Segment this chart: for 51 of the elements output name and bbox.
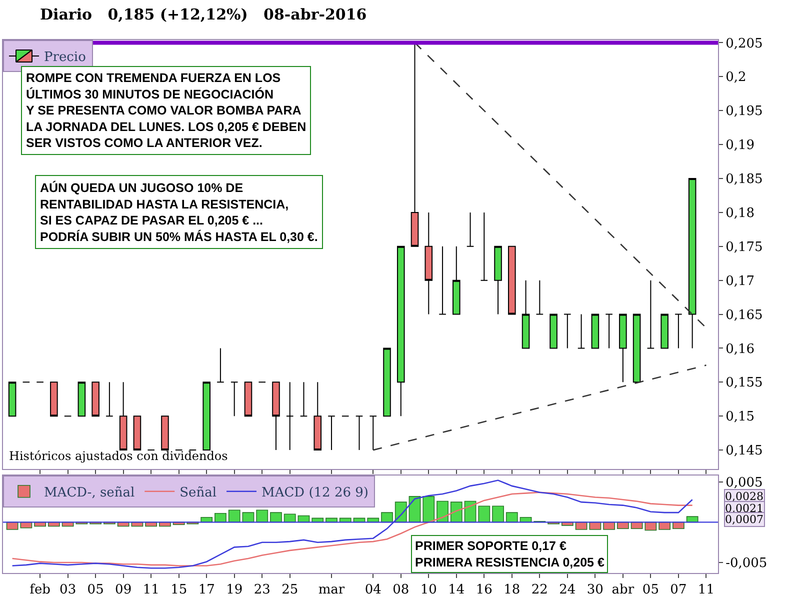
x-tick-label: 10: [420, 582, 437, 598]
x-tick-label: 17: [198, 582, 215, 598]
x-tick-label: 11: [142, 582, 160, 598]
x-tick-label: abr: [612, 582, 635, 598]
x-tick-label: 23: [254, 582, 270, 598]
legend-label: Precio: [44, 50, 86, 66]
legend-label: Señal: [180, 485, 217, 500]
x-tick-label: feb: [30, 582, 50, 598]
x-tick-label: 18: [504, 582, 520, 598]
x-tick-label: 03: [60, 582, 76, 598]
annotation: Históricos ajustados con dividendos: [9, 449, 228, 463]
x-tick-label: 24: [559, 582, 576, 598]
x-tick-label: 19: [226, 582, 243, 598]
annotation: PRIMER SOPORTE 0,17 € PRIMERA RESISTENCIA 0,205 €: [415, 539, 604, 570]
y-tick-label: 0,16: [726, 342, 755, 357]
y-tick-label: 0,145: [726, 444, 763, 459]
y-tick-label: 0,15: [726, 410, 755, 425]
x-tick-label: 22: [531, 582, 548, 598]
y-tick-label: 0,17: [726, 274, 755, 289]
y-tick-label: 0,185: [726, 172, 763, 188]
text: 0,0007: [725, 513, 764, 526]
x-tick-label: 09: [115, 582, 132, 598]
x-tick-label: 16: [476, 582, 492, 598]
chart-title: Diario 0,185 (+12,12%) 08-abr-2016: [40, 6, 367, 24]
text: 0,0028: [725, 490, 764, 503]
y-tick-label: 0,195: [726, 104, 763, 120]
y-tick-label: 0,005: [726, 475, 763, 490]
legend-label: MACD (12 26 9): [262, 485, 368, 500]
y-tick-label: 0,205: [726, 36, 763, 52]
text: 0,0021: [725, 502, 764, 515]
x-tick-label: 07: [670, 582, 687, 598]
legend-label: MACD-, señal: [44, 485, 135, 500]
x-tick-label: 05: [642, 582, 659, 598]
y-tick-label: -0,005: [726, 556, 768, 572]
x-tick-label: 30: [586, 582, 604, 598]
annotation: AÚN QUEDA UN JUGOSO 10% DE RENTABILIDAD HASTA LA RESISTENCIA, SI ES CAPAZ DE PASAR EL 0,205 € ... PODRÍA SUBIR UN 50% MÁS HASTA EL 0,30 €.: [40, 180, 318, 244]
x-tick-label: 04: [364, 582, 382, 598]
x-tick-label: 14: [448, 582, 465, 598]
y-tick-label: 0,165: [726, 308, 763, 323]
x-tick-label: 08: [392, 582, 410, 598]
y-tick-label: 0,18: [726, 206, 755, 221]
y-tick-label: 0,175: [726, 240, 763, 255]
annotation: ROMPE CON TREMENDA FUERZA EN LOS ÚLTIMOS 30 MINUTOS DE NEGOCIACIÓN Y SE PRESENTA COMO VALOR BOMBA PARA LA JORNADA DEL LUNES. LOS 0,205 € DEBEN SER VISTOS COMO LA ANTERIOR VEZ.: [26, 71, 306, 150]
y-tick-label: 0,2: [726, 70, 746, 86]
y-tick-label: 0,155: [726, 376, 763, 391]
y-tick-label: 0,19: [726, 138, 755, 154]
x-tick-label: mar: [318, 582, 346, 598]
x-tick-label: 11: [698, 582, 714, 598]
x-tick-label: 15: [170, 582, 188, 598]
x-tick-label: 05: [87, 582, 104, 598]
x-tick-label: 25: [282, 582, 298, 598]
